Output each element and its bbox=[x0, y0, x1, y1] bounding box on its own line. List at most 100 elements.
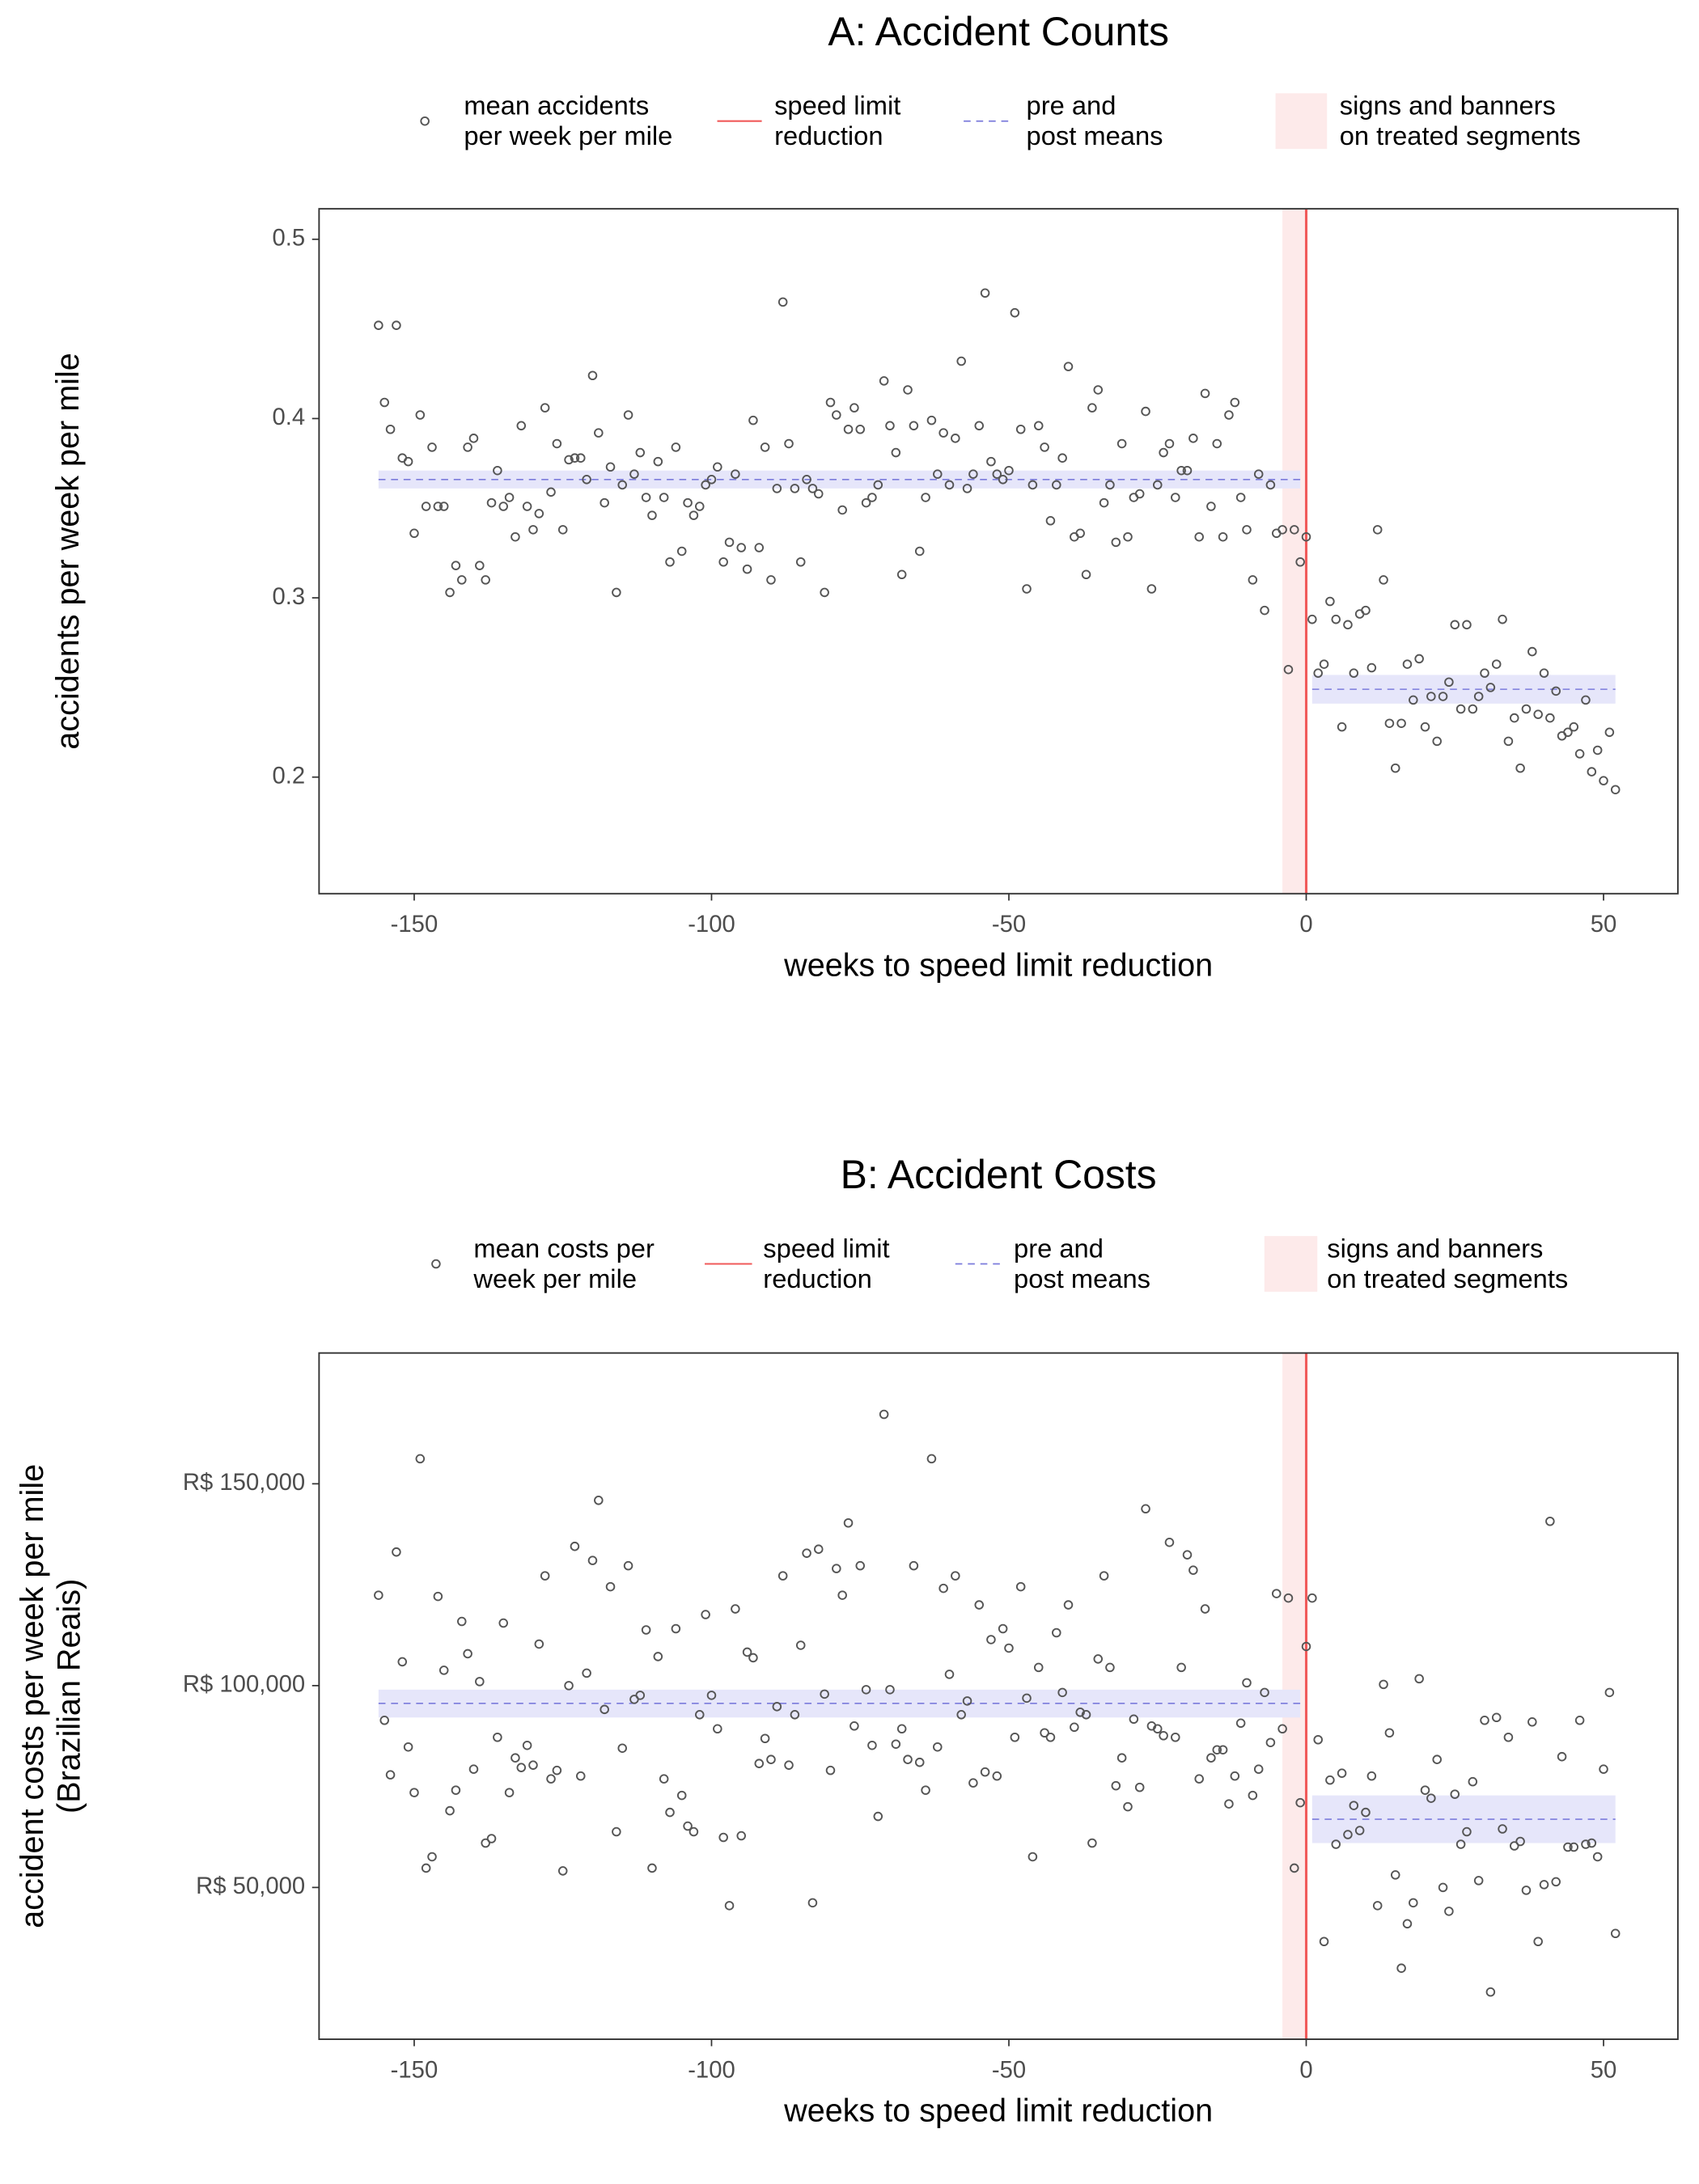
x-tick-label: -50 bbox=[992, 912, 1026, 938]
data-point bbox=[1574, 749, 1585, 759]
data-point bbox=[385, 424, 396, 434]
data-point bbox=[718, 1832, 728, 1843]
legend-label: speed limit reduction bbox=[763, 1233, 889, 1293]
data-point bbox=[576, 1771, 586, 1781]
data-point bbox=[671, 1623, 681, 1634]
data-point bbox=[647, 1863, 657, 1873]
data-point bbox=[1057, 453, 1067, 463]
data-point bbox=[1592, 1852, 1603, 1862]
data-point bbox=[1313, 668, 1323, 678]
data-point bbox=[1176, 465, 1186, 476]
data-point bbox=[1533, 1936, 1543, 1947]
data-point bbox=[457, 1616, 467, 1627]
data-point bbox=[1581, 1839, 1591, 1849]
data-point bbox=[873, 480, 883, 490]
legend-point bbox=[431, 1259, 441, 1269]
data-point bbox=[1527, 646, 1537, 657]
data-point bbox=[1235, 493, 1246, 502]
data-point bbox=[1444, 1907, 1454, 1916]
plot-frame bbox=[318, 1352, 1679, 2040]
data-point bbox=[837, 505, 847, 515]
data-point bbox=[511, 1753, 520, 1763]
data-point bbox=[1070, 1722, 1079, 1733]
y-tick-label: R$ 150,000 bbox=[183, 1470, 305, 1496]
data-point bbox=[1004, 1643, 1014, 1653]
data-point bbox=[647, 510, 657, 520]
data-point bbox=[1503, 1732, 1514, 1742]
data-point bbox=[594, 1496, 604, 1505]
data-point bbox=[504, 1788, 515, 1797]
data-point bbox=[1235, 1718, 1246, 1729]
y-tick-label: 0.5 bbox=[272, 226, 305, 252]
data-point bbox=[1390, 763, 1400, 773]
data-point bbox=[1372, 1901, 1383, 1911]
data-point bbox=[641, 1625, 651, 1635]
data-point bbox=[1075, 528, 1085, 539]
data-point bbox=[374, 1590, 383, 1600]
data-point bbox=[1260, 605, 1269, 616]
data-point bbox=[861, 1685, 871, 1695]
data-point bbox=[1569, 722, 1579, 732]
data-point bbox=[1253, 469, 1264, 479]
data-point bbox=[1444, 677, 1454, 688]
data-point bbox=[653, 456, 663, 467]
data-point bbox=[1081, 569, 1091, 580]
data-point bbox=[992, 1771, 1002, 1781]
data-point bbox=[1480, 1716, 1489, 1725]
data-point bbox=[635, 1691, 646, 1700]
data-point bbox=[653, 1652, 663, 1661]
data-point bbox=[1295, 1797, 1305, 1808]
data-point bbox=[1491, 659, 1502, 669]
data-point bbox=[903, 385, 913, 395]
data-point bbox=[980, 1767, 990, 1777]
data-point bbox=[736, 543, 746, 552]
data-point bbox=[552, 438, 562, 449]
data-point bbox=[1414, 654, 1424, 664]
data-point bbox=[683, 497, 693, 508]
data-point bbox=[1164, 438, 1175, 449]
data-point bbox=[623, 410, 633, 420]
data-point bbox=[1099, 1571, 1109, 1581]
data-point bbox=[921, 1785, 930, 1795]
data-point bbox=[1045, 1732, 1056, 1742]
data-point bbox=[409, 1788, 419, 1797]
data-point bbox=[415, 410, 426, 420]
data-point bbox=[1319, 659, 1329, 669]
data-point bbox=[1349, 668, 1359, 678]
data-point bbox=[1438, 692, 1448, 701]
data-point bbox=[498, 1618, 508, 1628]
data-point bbox=[1022, 584, 1032, 594]
data-point bbox=[1010, 307, 1020, 318]
data-point bbox=[1462, 620, 1472, 630]
data-point bbox=[1206, 502, 1216, 511]
data-point bbox=[1563, 727, 1573, 738]
data-point bbox=[1587, 1838, 1597, 1848]
data-point bbox=[986, 456, 996, 467]
data-point bbox=[766, 1754, 776, 1764]
data-point bbox=[475, 561, 485, 570]
legend-label: pre and post means bbox=[1027, 90, 1163, 150]
data-point bbox=[576, 453, 586, 463]
data-point bbox=[1206, 1753, 1216, 1763]
data-point bbox=[427, 1852, 437, 1862]
data-point bbox=[807, 484, 818, 493]
data-point bbox=[688, 510, 699, 520]
data-point bbox=[570, 1541, 580, 1551]
data-point bbox=[1379, 1679, 1388, 1690]
data-point bbox=[1033, 1662, 1044, 1673]
data-point bbox=[1307, 614, 1317, 624]
data-point bbox=[379, 1716, 389, 1725]
data-point bbox=[564, 455, 574, 465]
data-point bbox=[1533, 709, 1543, 719]
data-point bbox=[742, 564, 752, 574]
data-point bbox=[493, 465, 502, 476]
data-point bbox=[933, 1742, 943, 1752]
data-point bbox=[1384, 1728, 1395, 1738]
data-point bbox=[754, 1759, 765, 1768]
data-point bbox=[534, 509, 544, 518]
data-point bbox=[1052, 1627, 1061, 1638]
data-point bbox=[1105, 480, 1115, 490]
data-point bbox=[1171, 493, 1180, 502]
data-point bbox=[1134, 489, 1145, 499]
data-point bbox=[1409, 1898, 1418, 1908]
